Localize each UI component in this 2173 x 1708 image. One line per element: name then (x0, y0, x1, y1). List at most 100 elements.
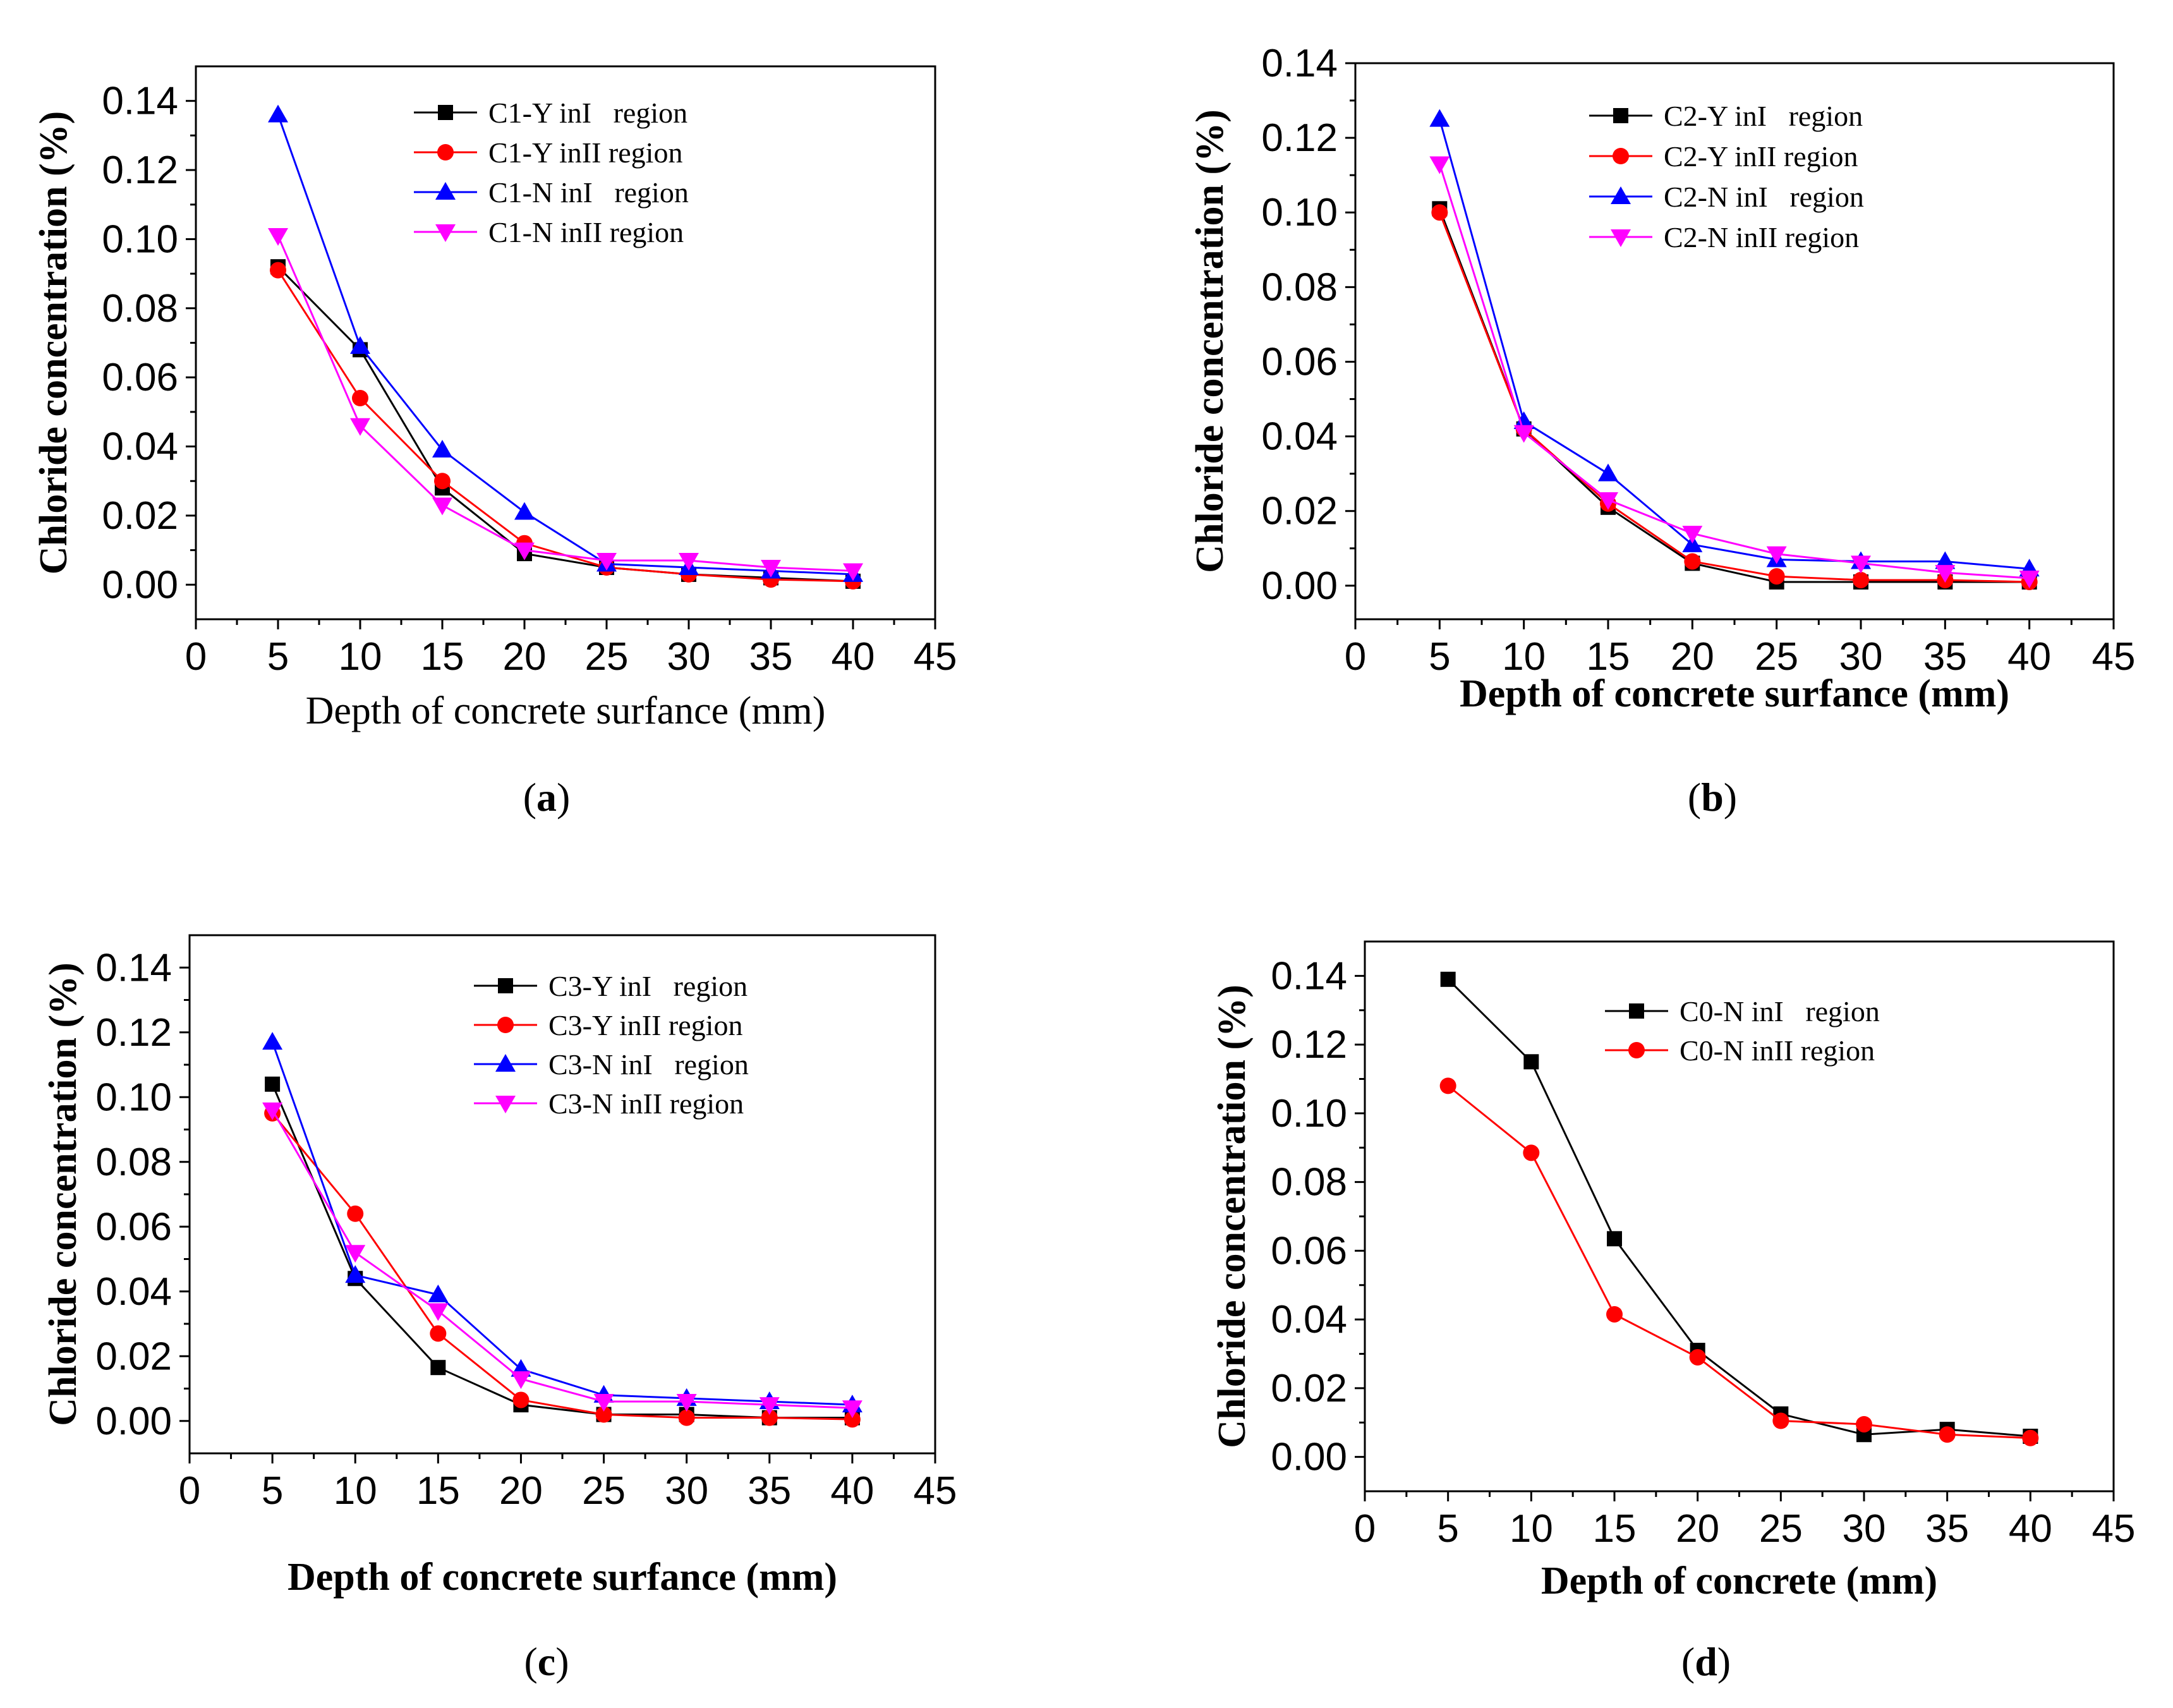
series-line (1447, 978, 2031, 1438)
y-tick-label: 0.08 (102, 287, 178, 330)
legend-marker (1611, 186, 1631, 204)
y-tick-label: 0.10 (1261, 191, 1338, 234)
x-tick-label: 5 (1429, 635, 1450, 679)
x-tick-label: 40 (2007, 635, 2051, 679)
x-tick-label: 10 (339, 635, 382, 679)
x-tick-label: 15 (1587, 635, 1630, 679)
x-tick-label: 20 (1676, 1507, 1719, 1551)
data-point (1513, 411, 1534, 429)
legend-label: C2-Y inI region (1664, 100, 1863, 132)
y-tick-label: 0.02 (1261, 490, 1338, 533)
data-point (262, 1102, 283, 1120)
series-line (1447, 1085, 2031, 1439)
data-point (1939, 1426, 1956, 1443)
x-tick-label: 45 (914, 1469, 957, 1513)
x-tick-label: 30 (667, 635, 711, 679)
data-point (268, 227, 288, 246)
data-point (676, 1394, 697, 1412)
data-point (679, 553, 699, 571)
data-point (1772, 1412, 1789, 1429)
data-point (1689, 1348, 1706, 1366)
data-point (1853, 571, 1869, 588)
x-tick-label: 10 (334, 1469, 377, 1513)
data-point (1766, 546, 1787, 564)
x-tick-label: 30 (665, 1469, 708, 1513)
data-point (761, 559, 781, 578)
x-tick-label: 30 (1839, 635, 1883, 679)
data-point (759, 1397, 780, 1415)
data-point (1851, 555, 1871, 574)
legend-marker (437, 144, 454, 161)
y-tick-label: 0.12 (102, 148, 178, 192)
data-point (1440, 971, 1456, 987)
series-c2-n-inii-region (1429, 156, 2040, 589)
legend-label: C3-Y inII region (548, 1009, 742, 1041)
x-tick-label: 5 (262, 1469, 283, 1513)
legend-label: C3-N inII region (548, 1087, 744, 1120)
x-tick-label: 10 (1510, 1507, 1553, 1551)
data-point (593, 1394, 614, 1412)
y-tick-label: 0.06 (1271, 1229, 1347, 1273)
x-tick-label: 30 (1843, 1507, 1886, 1551)
data-point (428, 1284, 449, 1302)
data-point (1682, 526, 1703, 544)
legend-marker (497, 1017, 514, 1033)
x-tick-label: 15 (1593, 1507, 1637, 1551)
x-tick-label: 15 (416, 1469, 460, 1513)
x-tick-label: 35 (1923, 635, 1967, 679)
data-point (842, 1400, 863, 1419)
y-tick-label: 0.04 (1261, 415, 1338, 459)
data-point (434, 473, 451, 490)
data-point (1768, 568, 1785, 585)
data-point (761, 1409, 778, 1426)
series-c3-y-inii-region (264, 1105, 861, 1428)
y-tick-label: 0.00 (1261, 564, 1338, 608)
data-point (514, 542, 535, 560)
x-tick-label: 45 (2092, 1507, 2136, 1551)
series-c3-n-inii-region (262, 1102, 863, 1419)
legend-label: C0-N inII region (1680, 1034, 1875, 1067)
y-tick-label: 0.14 (1271, 954, 1347, 998)
y-tick-label: 0.00 (95, 1400, 172, 1443)
y-tick-label: 0.06 (102, 356, 178, 399)
y-tick-label: 0.00 (1271, 1436, 1347, 1479)
data-point (350, 336, 370, 354)
data-point (844, 1411, 861, 1428)
series-line (277, 266, 854, 583)
legend-marker (435, 224, 456, 242)
x-tick-label: 40 (830, 1469, 874, 1513)
panel-caption: (a) (523, 775, 571, 820)
data-point (1684, 553, 1701, 570)
data-point (1598, 463, 1618, 482)
y-tick-label: 0.08 (1261, 265, 1338, 309)
y-tick-label: 0.06 (1261, 340, 1338, 384)
legend-label: C1-N inII region (488, 216, 684, 248)
y-tick-label: 0.12 (1261, 116, 1338, 160)
data-point (350, 418, 370, 436)
data-point (2022, 1429, 2039, 1446)
data-point (1935, 551, 1956, 569)
series-line (1438, 212, 2030, 583)
x-tick-label: 35 (1925, 1507, 1969, 1551)
x-tick-label: 25 (1759, 1507, 1803, 1551)
data-point (347, 1205, 364, 1222)
x-tick-label: 5 (267, 635, 289, 679)
x-tick-label: 45 (2092, 635, 2136, 679)
x-tick-label: 35 (749, 635, 793, 679)
data-point (1523, 1144, 1540, 1161)
legend: C0-N inI region C0-N inII region (1605, 995, 1880, 1067)
y-tick-label: 0.12 (1271, 1023, 1347, 1067)
data-point (1429, 156, 1450, 174)
data-point (2019, 571, 2040, 589)
series-line (1438, 208, 2030, 583)
y-tick-label: 0.02 (102, 494, 178, 538)
data-point (1513, 425, 1534, 443)
x-tick-label: 35 (748, 1469, 791, 1513)
data-point (430, 1360, 446, 1376)
series-line (271, 1112, 852, 1420)
x-tick-label: 20 (1671, 635, 1714, 679)
chart-panel-d: 0 5 10 15 20 25 30 35 40 45 0.00 0.02 0.04 0.06 0.08 0.… (1211, 940, 2136, 1684)
data-point (512, 1391, 530, 1408)
data-point (352, 390, 368, 406)
